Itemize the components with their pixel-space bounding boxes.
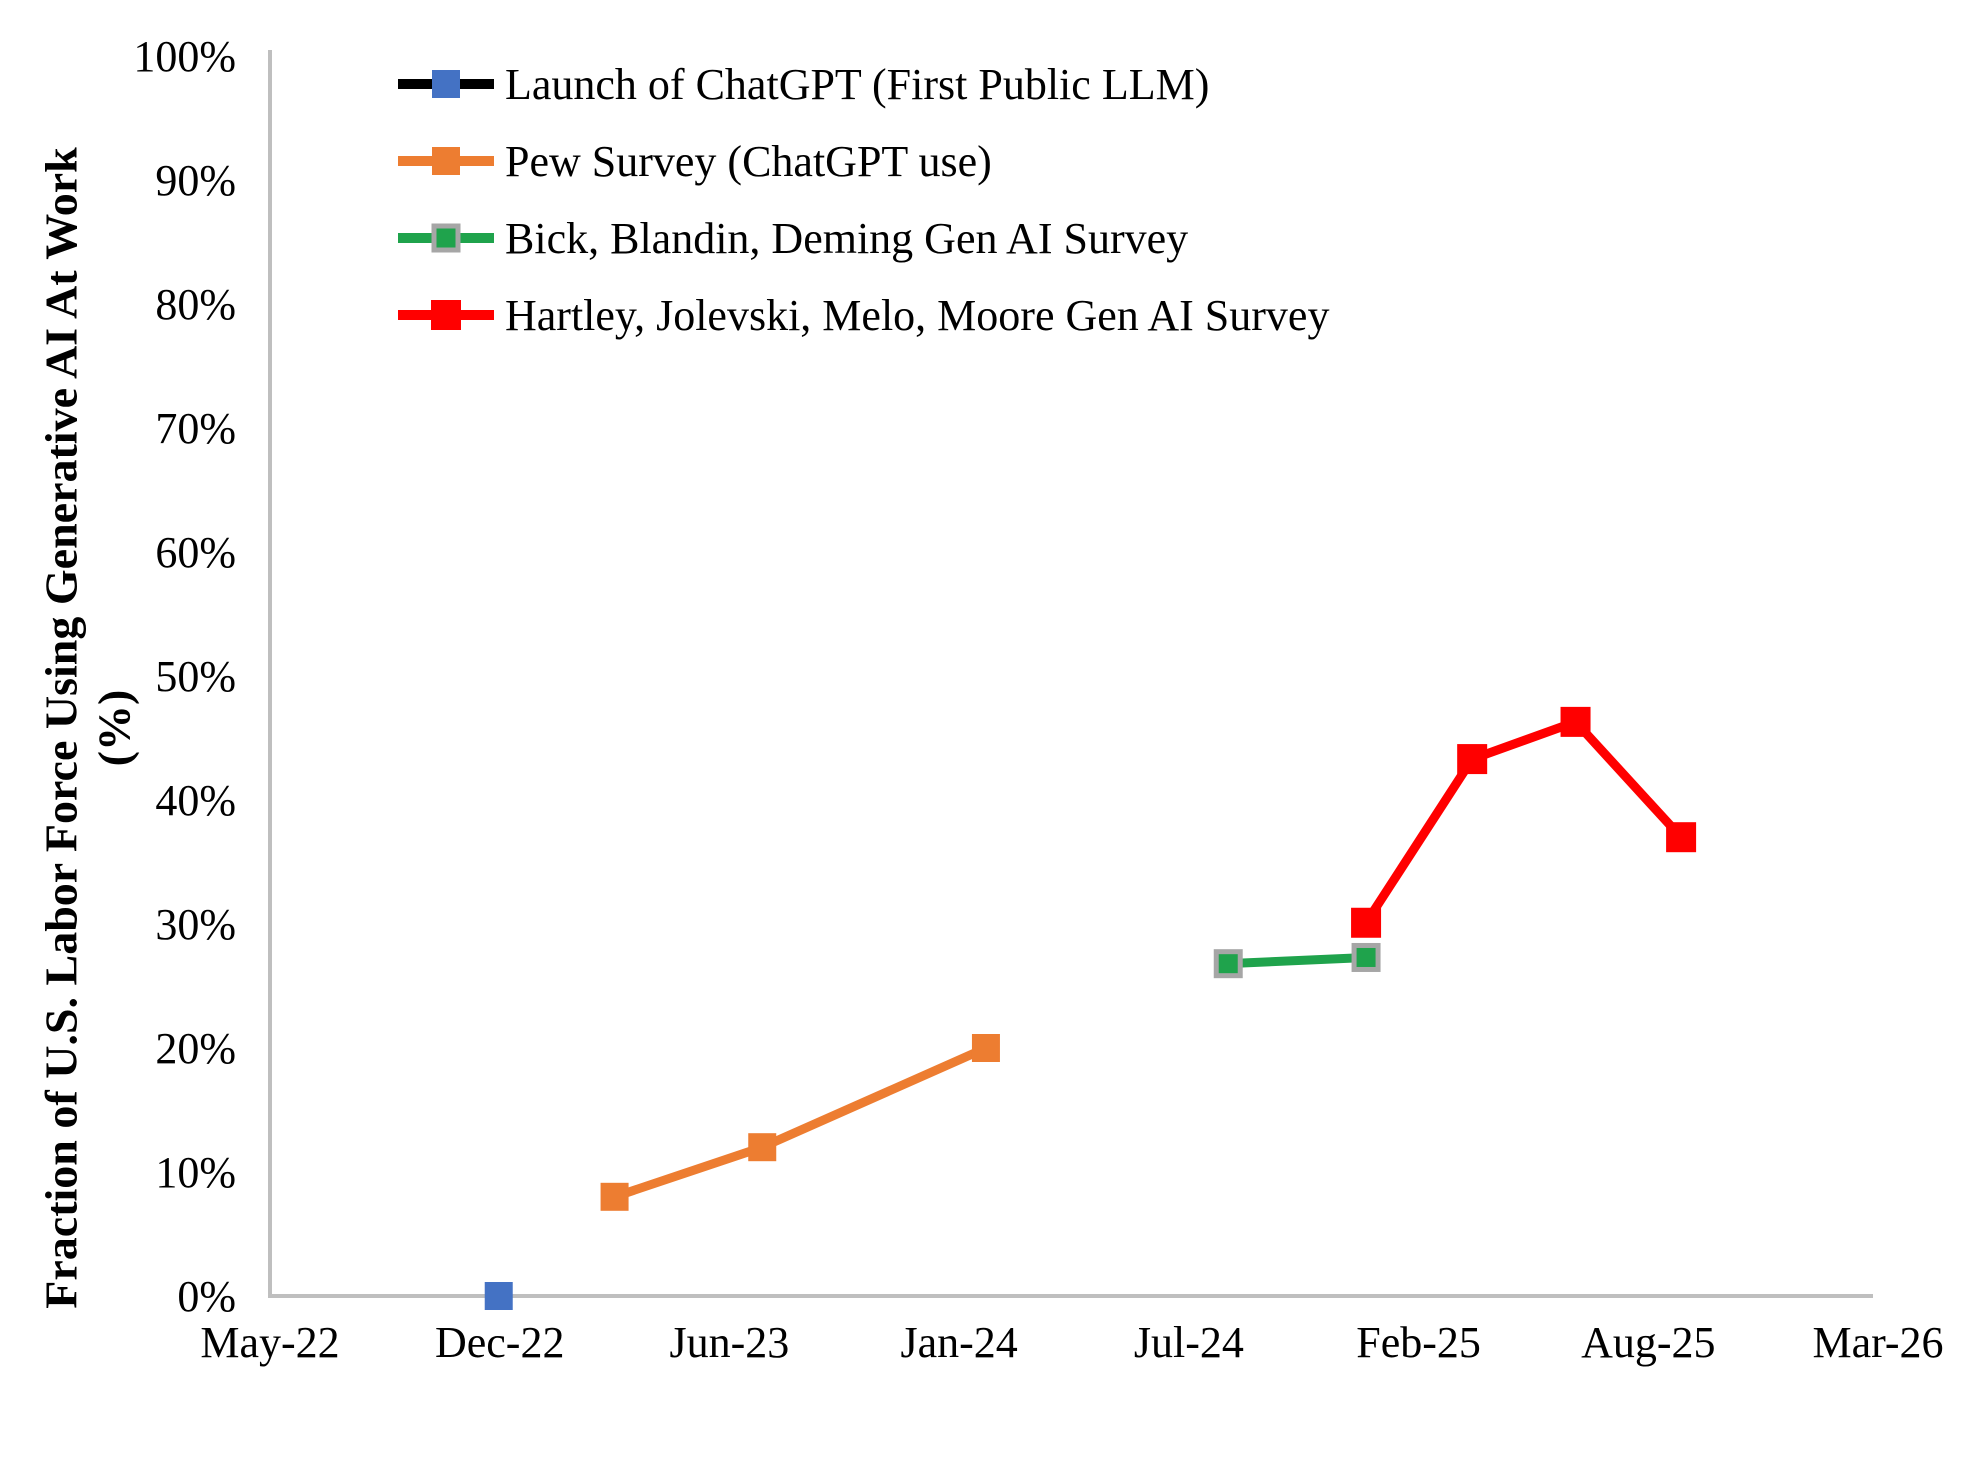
axes: [268, 50, 1873, 1298]
x-tick-label: Jan-24: [900, 1318, 1017, 1367]
legend-item-label: Launch of ChatGPT (First Public LLM): [505, 60, 1209, 109]
x-tick-label: Feb-25: [1356, 1318, 1481, 1367]
legend-marker-swatch: [431, 300, 461, 330]
data-point: [1560, 706, 1591, 737]
data-point: [600, 1182, 629, 1211]
legend: Launch of ChatGPT (First Public LLM) Pew …: [398, 60, 1329, 340]
y-tick-label: 50%: [155, 652, 236, 701]
y-tick-label: 40%: [155, 776, 236, 825]
legend-item-label: Hartley, Jolevski, Melo, Moore Gen AI Su…: [505, 291, 1329, 340]
x-tick-label: Jul-24: [1134, 1318, 1244, 1367]
data-point: [484, 1282, 513, 1310]
legend-item: Hartley, Jolevski, Melo, Moore Gen AI Su…: [398, 291, 1329, 340]
data-point: [1457, 744, 1488, 775]
legend-marker-swatch: [432, 147, 460, 175]
data-point: [1351, 942, 1381, 972]
legend-item-label: Pew Survey (ChatGPT use): [505, 137, 992, 186]
series-lines: [613, 716, 1685, 1202]
series-line-3: [1362, 716, 1685, 926]
x-tick-label: Dec-22: [435, 1318, 565, 1367]
x-tick-label: Mar-26: [1812, 1318, 1943, 1367]
y-tick-label: 20%: [155, 1024, 236, 1073]
x-tick-label: May-22: [200, 1318, 339, 1367]
legend-item: Launch of ChatGPT (First Public LLM): [398, 60, 1209, 109]
series-line-1: [613, 1043, 988, 1202]
legend-marker-swatch: [432, 70, 460, 98]
series-line-2: [1228, 952, 1367, 969]
y-tick-labels: 0% 10% 20% 30% 40% 50% 60% 70% 80% 90% 100%: [133, 32, 236, 1321]
y-tick-label: 80%: [155, 280, 236, 329]
series-markers: [484, 706, 1697, 1310]
y-tick-label: 70%: [155, 404, 236, 453]
data-point: [1213, 949, 1243, 979]
legend-item: Bick, Blandin, Deming Gen AI Survey: [398, 214, 1188, 263]
data-point: [1351, 907, 1382, 938]
y-tick-label: 30%: [155, 900, 236, 949]
y-tick-label: 60%: [155, 528, 236, 577]
legend-item-label: Bick, Blandin, Deming Gen AI Survey: [505, 214, 1188, 263]
y-tick-label: 10%: [155, 1148, 236, 1197]
legend-item: Pew Survey (ChatGPT use): [398, 137, 992, 186]
data-point: [748, 1133, 777, 1162]
x-tick-labels: May-22 Dec-22 Jun-23 Jan-24 Jul-24 Feb-25 Aug-…: [200, 1318, 1943, 1367]
legend-marker-swatch: [431, 223, 461, 253]
y-tick-label: 90%: [155, 156, 236, 205]
y-tick-label: 100%: [133, 32, 236, 81]
data-point: [1666, 822, 1697, 853]
x-tick-label: Jun-23: [670, 1318, 790, 1367]
x-tick-label: Aug-25: [1581, 1318, 1715, 1367]
data-point: [971, 1034, 1000, 1062]
y-tick-label: 0%: [177, 1272, 236, 1321]
